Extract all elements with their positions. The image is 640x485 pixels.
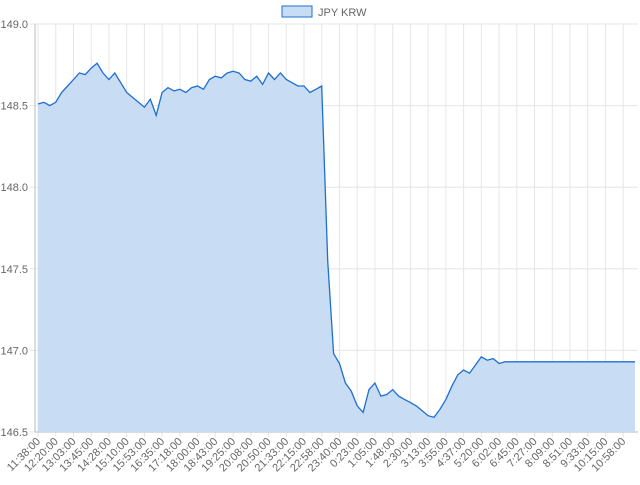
legend-swatch: [281, 5, 313, 18]
line: [37, 62, 635, 419]
y-tick-label: 148.0: [0, 182, 28, 194]
y-tick-label: 146.5: [0, 427, 28, 439]
legend-label: JPY KRW: [318, 7, 367, 19]
y-tick-label: 147.0: [0, 345, 28, 357]
y-tick-label: 149.0: [0, 19, 28, 31]
y-tick-label: 148.5: [0, 101, 28, 113]
y-tick-label: 147.5: [0, 264, 28, 276]
area: [38, 63, 635, 432]
